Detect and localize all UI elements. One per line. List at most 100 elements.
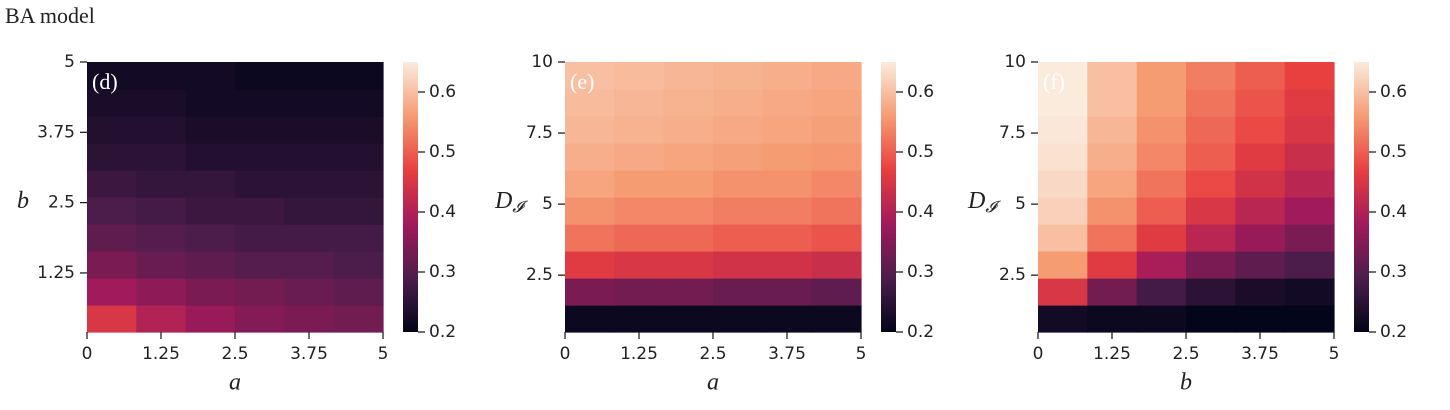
heatmap-cell	[713, 251, 763, 279]
heatmap-cell	[136, 197, 187, 225]
x-tick-label: 1.25	[1093, 344, 1131, 364]
heatmap-cell	[614, 251, 665, 279]
heatmap-cell	[136, 170, 187, 198]
heatmap-cell	[1186, 116, 1236, 144]
heatmap-cell	[713, 305, 763, 333]
heatmap-cell	[565, 278, 615, 306]
heatmap-cell	[663, 251, 714, 279]
x-tick-label: 3.75	[1241, 344, 1279, 364]
heatmap-cell	[185, 116, 236, 144]
heatmap-cell	[713, 89, 763, 117]
heatmap-cell	[663, 143, 714, 171]
x-tick-label: 0	[1033, 344, 1044, 364]
heatmap-cell	[614, 224, 665, 252]
heatmap-cell	[565, 143, 615, 171]
heatmap-cell	[1038, 116, 1088, 144]
heatmap-cell	[136, 251, 187, 279]
heatmap-cell	[1235, 143, 1286, 171]
y-axis-label: D𝓘	[494, 188, 528, 216]
heatmap-cell	[333, 251, 384, 279]
heatmap-cell	[762, 116, 813, 144]
heatmap-cell	[1038, 197, 1088, 225]
colorbar-tick-label: 0.3	[907, 262, 934, 282]
heatmap-cell	[762, 143, 813, 171]
heatmap-cell	[284, 89, 335, 117]
heatmap-cell	[614, 116, 665, 144]
heatmap-cell	[235, 197, 285, 225]
heatmap-cell	[87, 143, 137, 171]
panel-label: (d)	[92, 69, 118, 94]
x-tick-label: 1.25	[620, 344, 658, 364]
x-tick-label: 5	[856, 344, 867, 364]
heatmap-cell	[762, 224, 813, 252]
colorbar	[403, 62, 418, 332]
heatmap-cell	[663, 89, 714, 117]
y-tick-label: 5	[64, 52, 75, 72]
heatmap-cell	[713, 170, 763, 198]
heatmap-cell	[235, 62, 285, 90]
colorbar	[881, 62, 896, 332]
heatmap-cell	[762, 170, 813, 198]
heatmap-cell	[333, 305, 384, 333]
colorbar-tick-label: 0.5	[429, 142, 456, 162]
x-tick-label: 2.5	[1172, 344, 1199, 364]
heatmap-cell	[713, 278, 763, 306]
x-tick-label: 0	[560, 344, 571, 364]
heatmap-cell	[235, 305, 285, 333]
heatmap-cell	[185, 197, 236, 225]
panel-label: (f)	[1043, 69, 1065, 94]
heatmap-cell	[284, 143, 335, 171]
heatmap-cell	[811, 89, 862, 117]
heatmap-cell	[1136, 251, 1187, 279]
heatmap-cell	[1284, 305, 1335, 333]
y-tick-label: 2.5	[48, 193, 75, 213]
heatmap-cell	[811, 197, 862, 225]
heatmap-cell	[1087, 305, 1138, 333]
heatmap-cell	[185, 143, 236, 171]
y-tick-label: 2.5	[526, 265, 553, 285]
heatmap-cell	[1087, 116, 1138, 144]
y-tick-label: 5	[1015, 194, 1026, 214]
x-axis-label: a	[707, 370, 719, 396]
colorbar-tick-label: 0.6	[1380, 82, 1407, 102]
colorbar-tick-label: 0.3	[429, 262, 456, 282]
colorbar-tick-label: 0.6	[429, 82, 456, 102]
colorbar	[1354, 62, 1369, 332]
heatmap-cell	[1284, 170, 1335, 198]
heatmap-cell	[87, 62, 137, 90]
heatmap-cell	[1136, 278, 1187, 306]
x-tick-label: 5	[1329, 344, 1340, 364]
heatmap-cell	[663, 116, 714, 144]
x-tick-label: 3.75	[768, 344, 806, 364]
y-axis-label-sub: 𝓘	[985, 199, 1001, 216]
heatmap-cell	[284, 170, 335, 198]
heatmap-cell	[1136, 116, 1187, 144]
heatmap-cell	[614, 278, 665, 306]
figure-title: BA model	[5, 3, 95, 28]
y-tick-label: 7.5	[999, 123, 1026, 143]
x-axis-label: a	[229, 370, 241, 396]
heatmap-cell	[1038, 224, 1088, 252]
heatmap-cell	[811, 170, 862, 198]
heatmap-cell	[663, 305, 714, 333]
heatmap-cell	[663, 62, 714, 90]
heatmap-cell	[1136, 170, 1187, 198]
x-tick-label: 1.25	[142, 344, 180, 364]
heatmap-cell	[713, 116, 763, 144]
heatmap-cell	[762, 251, 813, 279]
heatmap-cell	[663, 170, 714, 198]
heatmap-cell	[762, 89, 813, 117]
x-axis-label: b	[1180, 370, 1192, 396]
heatmap-cell	[87, 116, 137, 144]
y-tick-label: 10	[531, 52, 553, 72]
heatmap-cell	[284, 62, 335, 90]
x-tick-label: 2.5	[221, 344, 248, 364]
y-tick-label: 2.5	[999, 265, 1026, 285]
y-axis-label: D𝓘	[967, 188, 1001, 216]
heatmap-cell	[565, 62, 615, 90]
heatmap-cell	[565, 305, 615, 333]
y-tick-label: 1.25	[37, 263, 75, 283]
heatmap-cell	[136, 116, 187, 144]
heatmap-cell	[87, 278, 137, 306]
